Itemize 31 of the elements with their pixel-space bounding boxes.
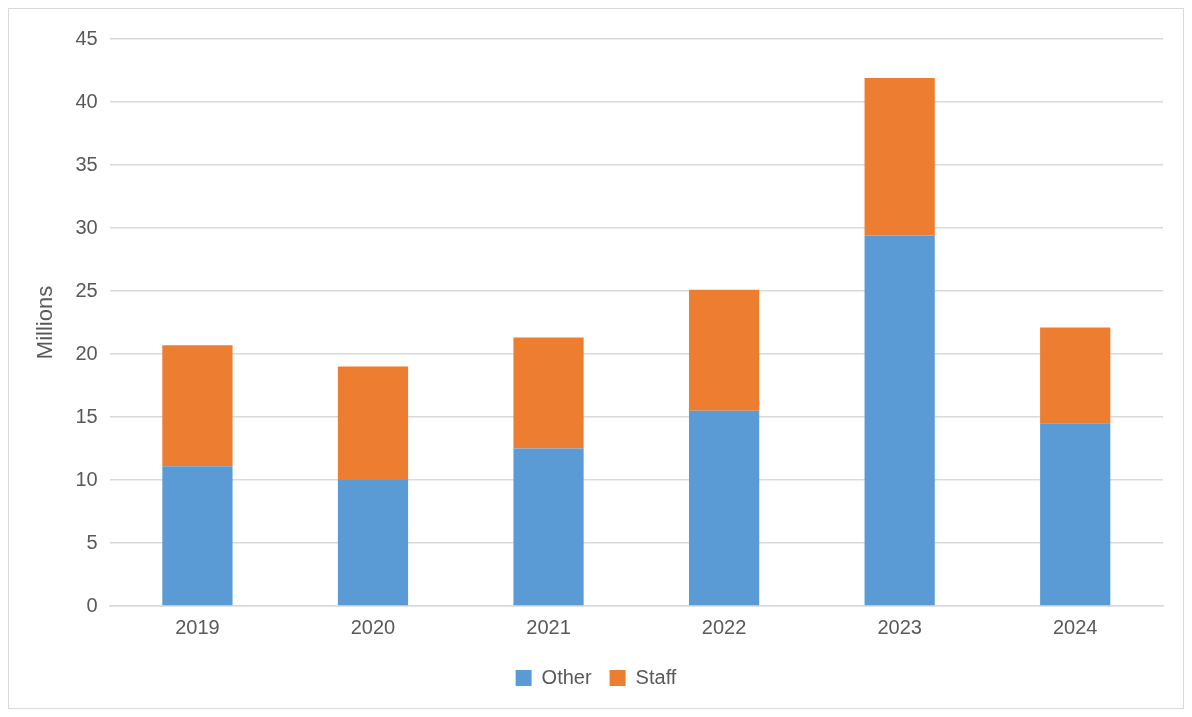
y-tick-label: 45: [75, 26, 98, 49]
bar: [162, 466, 233, 606]
x-tick-label: 2023: [877, 615, 922, 638]
legend-label: Other: [541, 665, 592, 688]
bar: [864, 235, 935, 606]
bar: [864, 78, 935, 236]
y-tick-label: 40: [75, 89, 98, 112]
y-tick-label: 30: [75, 215, 98, 238]
legend-label: Staff: [635, 665, 677, 688]
bar: [337, 366, 409, 480]
bar: [513, 448, 584, 606]
x-tick-label: 2019: [175, 615, 220, 638]
bar: [688, 410, 760, 606]
bar: [1040, 423, 1111, 606]
x-tick-label: 2020: [350, 615, 396, 638]
x-tick-label: 2022: [701, 615, 747, 638]
y-tick-label: 20: [75, 341, 98, 364]
x-tick-label: 2024: [1052, 615, 1098, 638]
bar: [1040, 327, 1111, 424]
y-tick-label: 15: [75, 404, 98, 427]
bar: [688, 289, 760, 411]
y-tick-label: 25: [75, 278, 98, 301]
y-tick-label: 10: [75, 467, 98, 490]
y-axis-title: Millions: [32, 285, 58, 360]
y-tick-label: 0: [86, 593, 98, 616]
x-tick-label: 2021: [526, 615, 571, 638]
bar: [162, 345, 233, 467]
y-tick-label: 35: [75, 152, 98, 175]
bar: [337, 480, 409, 606]
bar: [513, 337, 584, 449]
y-tick-label: 5: [86, 530, 98, 553]
